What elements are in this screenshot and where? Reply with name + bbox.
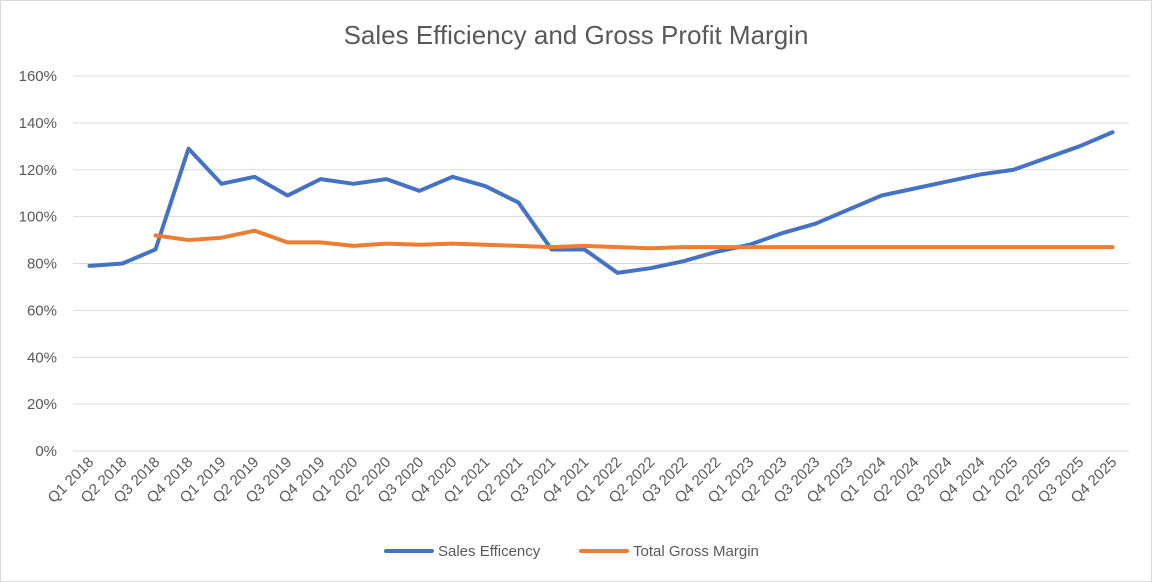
series-lines	[87, 130, 1115, 275]
y-tick-label: 40%	[27, 349, 57, 366]
y-tick-label: 80%	[27, 256, 57, 273]
y-tick-label: 140%	[19, 115, 57, 132]
legend-label: Sales Efficency	[438, 543, 541, 560]
chart-title: Sales Efficiency and Gross Profit Margin	[344, 20, 809, 50]
legend-label: Total Gross Margin	[633, 543, 759, 560]
y-axis-tick-labels: 0% 20% 40% 60% 80% 100% 120% 140% 160%	[19, 68, 57, 460]
y-tick-label: 160%	[19, 68, 57, 85]
y-tick-label: 20%	[27, 396, 57, 413]
legend: Sales Efficency Total Gross Margin	[384, 543, 759, 560]
y-tick-label: 0%	[35, 443, 57, 460]
y-tick-label: 60%	[27, 302, 57, 319]
series-line-sales-efficiency	[87, 130, 1115, 275]
y-tick-label: 100%	[19, 209, 57, 226]
y-tick-label: 120%	[19, 162, 57, 179]
series-line-total-gross-margin	[153, 228, 1115, 251]
